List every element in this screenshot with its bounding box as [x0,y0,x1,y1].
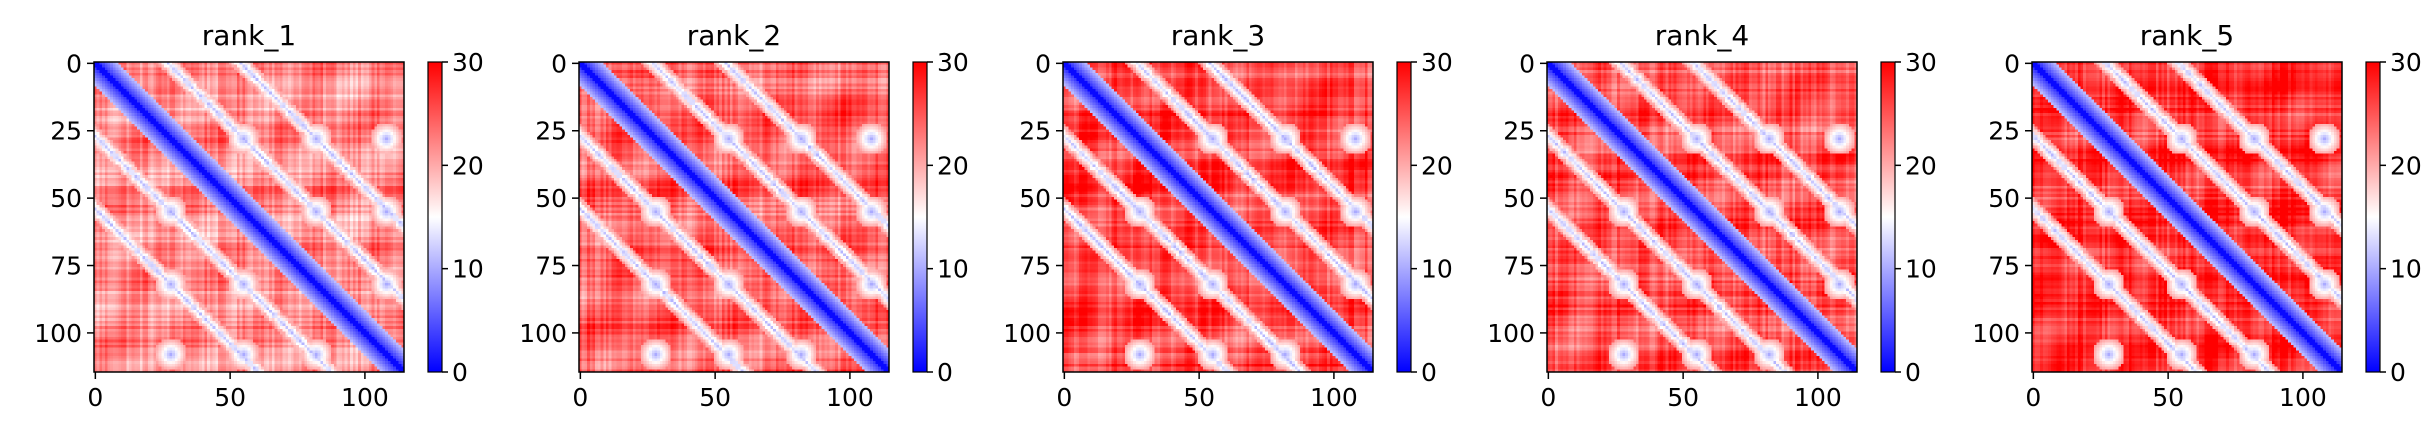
y-tick-label: 25 [1988,117,2020,146]
y-tick-label: 75 [535,252,567,281]
x-tick-label: 0 [2025,383,2041,412]
y-tick-label: 50 [1988,184,2020,213]
axes-frame [1062,61,1374,373]
y-tick-label: 0 [551,49,567,78]
y-tick-label: 75 [1019,252,1051,281]
y-tick-label: 50 [535,184,567,213]
axes-frame [2031,61,2343,373]
y-tick-label: 25 [50,117,82,146]
y-tick-label: 0 [1519,49,1535,78]
x-tick-label: 100 [1794,383,1842,412]
y-tick-label: 25 [535,117,567,146]
colorbar [427,61,443,373]
colorbar-tick-label: 0 [2390,358,2406,387]
x-tick-label: 50 [214,383,246,412]
y-tick-label: 50 [1019,184,1051,213]
x-tick-label: 100 [341,383,389,412]
y-tick-label: 50 [50,184,82,213]
x-tick-label: 50 [2152,383,2184,412]
y-tick-label: 75 [1988,252,2020,281]
y-tick-label: 0 [1035,49,1051,78]
y-tick-label: 100 [1003,319,1051,348]
x-tick-label: 100 [2279,383,2327,412]
heatmap-image [579,62,889,372]
y-tick-label: 100 [1487,319,1535,348]
axes-frame [1546,61,1858,373]
colorbar-tick-label: 10 [1905,255,1937,284]
colorbar [1880,61,1896,373]
colorbar-tick-label: 0 [1421,358,1437,387]
plot-title: rank_1 [202,19,296,52]
heatmap-image [2032,62,2342,372]
colorbar-tick-label: 30 [2390,48,2422,77]
colorbar-tick-label: 10 [937,255,969,284]
colorbar-tick-label: 0 [937,358,953,387]
x-tick-label: 100 [1310,383,1358,412]
colorbar-tick-label: 30 [1905,48,1937,77]
y-tick-label: 75 [1503,252,1535,281]
colorbar [912,61,928,373]
x-tick-label: 100 [826,383,874,412]
x-tick-label: 0 [1540,383,1556,412]
subplot-rank_3: rank_3 0 25 50 75 100 0 50 100 0 10 20 30 [1003,19,1453,412]
y-tick-label: 100 [1972,319,2020,348]
colorbar-tick-label: 30 [937,48,969,77]
colorbar [2365,61,2381,373]
plot-title: rank_2 [687,19,781,52]
colorbar-tick-label: 0 [1905,358,1921,387]
x-tick-label: 0 [572,383,588,412]
colorbar-tick-label: 20 [1421,151,1453,180]
colorbar [1396,61,1412,373]
x-tick-label: 50 [1667,383,1699,412]
heatmap-image [1547,62,1857,372]
colorbar-tick-label: 10 [1421,255,1453,284]
y-tick-label: 75 [50,252,82,281]
colorbar-tick-label: 20 [452,151,484,180]
x-tick-label: 50 [1183,383,1215,412]
axes-frame [93,61,405,373]
colorbar-tick-label: 30 [1421,48,1453,77]
y-tick-label: 25 [1503,117,1535,146]
colorbar-tick-label: 10 [2390,255,2422,284]
plot-title: rank_3 [1171,19,1265,52]
colorbar-tick-label: 10 [452,255,484,284]
heatmap-image [1063,62,1373,372]
y-tick-label: 100 [519,319,567,348]
colorbar-tick-label: 30 [452,48,484,77]
subplot-rank_2: rank_2 0 25 50 75 100 0 50 100 0 10 20 30 [519,19,969,412]
y-tick-label: 50 [1503,184,1535,213]
x-tick-label: 0 [1056,383,1072,412]
y-tick-label: 0 [2004,49,2020,78]
x-tick-label: 50 [699,383,731,412]
colorbar-tick-label: 20 [937,151,969,180]
x-tick-label: 0 [87,383,103,412]
axes-frame [578,61,890,373]
y-tick-label: 100 [34,319,82,348]
subplot-rank_1: rank_1 0 25 50 75 100 0 50 100 0 10 20 30 [34,19,484,412]
colorbar-tick-label: 0 [452,358,468,387]
heatmap-image [94,62,404,372]
colorbar-tick-label: 20 [2390,151,2422,180]
subplot-rank_4: rank_4 0 25 50 75 100 0 50 100 0 10 20 30 [1487,19,1937,412]
plot-title: rank_5 [2140,19,2234,52]
y-tick-label: 25 [1019,117,1051,146]
colorbar-tick-label: 20 [1905,151,1937,180]
y-tick-label: 0 [66,49,82,78]
subplot-rank_5: rank_5 0 25 50 75 100 0 50 100 0 10 20 30 [1972,19,2422,412]
plot-title: rank_4 [1655,19,1749,52]
